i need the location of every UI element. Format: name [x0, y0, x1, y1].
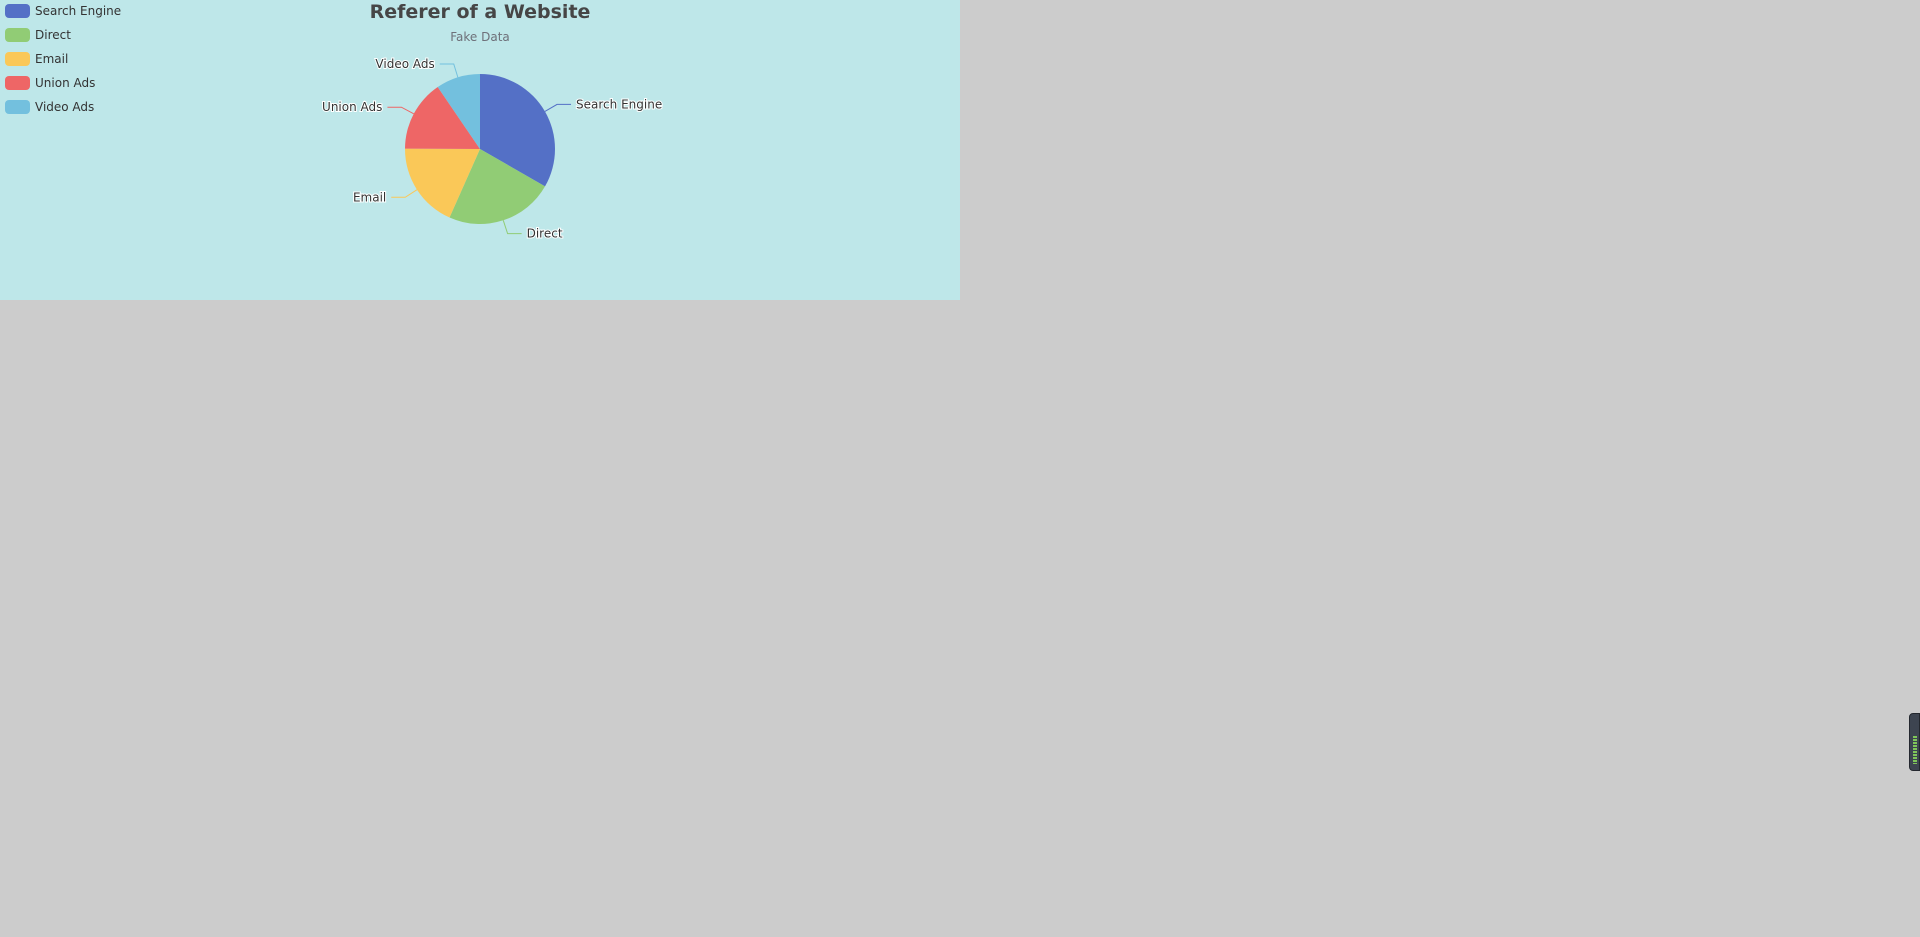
- legend-label: Video Ads: [35, 100, 95, 114]
- label-line-email: [391, 189, 418, 198]
- label-line-direct: [502, 220, 522, 235]
- pie-slice-direct[interactable]: [449, 149, 546, 225]
- slice-label-search-engine: Search Engine: [576, 97, 662, 111]
- legend-swatch-direct: [5, 28, 30, 42]
- label-line-search-engine: [544, 103, 572, 112]
- legend-item-email[interactable]: Email: [5, 52, 121, 66]
- level-bars: [1913, 736, 1917, 764]
- legend-label: Email: [35, 52, 69, 66]
- slice-label-direct: Direct: [527, 227, 563, 241]
- legend-swatch-search-engine: [5, 4, 30, 18]
- label-line-union-ads: [387, 106, 415, 115]
- legend-swatch-union-ads: [5, 76, 30, 90]
- pie-chart: Search Engine Direct Email Union Ads Video A…: [321, 56, 663, 242]
- legend: Search Engine Direct Email Union Ads Vid…: [5, 4, 121, 114]
- chart-title: Referer of a Website: [369, 1, 591, 23]
- slice-label-email: Email: [353, 190, 386, 204]
- legend-item-video-ads[interactable]: Video Ads: [5, 100, 121, 114]
- legend-swatch-email: [5, 52, 30, 66]
- pie-slice-video-ads[interactable]: [437, 74, 480, 149]
- pie-slice-search-engine[interactable]: [480, 74, 556, 187]
- legend-item-union-ads[interactable]: Union Ads: [5, 76, 121, 90]
- pie-slice-email[interactable]: [404, 148, 480, 218]
- chart-panel: Referer of a Website Fake Data Search En…: [0, 0, 960, 300]
- legend-label: Union Ads: [35, 76, 96, 90]
- slice-label-video-ads: Video Ads: [375, 57, 434, 71]
- legend-item-direct[interactable]: Direct: [5, 28, 121, 42]
- pie-slice-union-ads[interactable]: [405, 87, 480, 149]
- label-line-video-ads: [439, 63, 459, 78]
- audio-meter-icon[interactable]: [1909, 713, 1920, 771]
- chart-subtitle: Fake Data: [450, 30, 510, 44]
- legend-label: Direct: [35, 28, 71, 42]
- legend-swatch-video-ads: [5, 100, 30, 114]
- slice-label-union-ads: Union Ads: [322, 100, 382, 114]
- legend-label: Search Engine: [35, 4, 122, 18]
- legend-item-search-engine[interactable]: Search Engine: [5, 4, 121, 18]
